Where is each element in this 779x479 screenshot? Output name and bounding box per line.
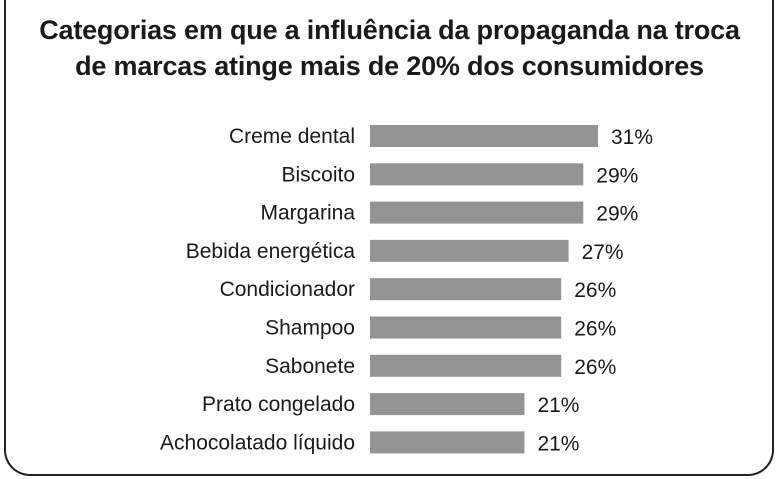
bar [370, 393, 525, 416]
category-label: Bebida energética [186, 240, 356, 263]
bar [370, 163, 584, 186]
value-label: 26% [574, 279, 616, 302]
category-label: Condicionador [220, 278, 355, 301]
value-label: 29% [596, 164, 638, 187]
chart-title: Categorias em que a influência da propag… [0, 12, 779, 84]
chart-title-line-1: Categorias em que a influência da propag… [39, 15, 740, 45]
value-label: 27% [582, 241, 624, 264]
value-label: 21% [537, 394, 579, 417]
category-label: Prato congelado [202, 393, 355, 416]
value-label: 21% [537, 432, 579, 455]
value-label: 26% [574, 318, 616, 341]
value-label: 29% [596, 203, 638, 226]
bar [370, 354, 562, 377]
chart-title-line-2: de marcas atinge mais de 20% dos consumi… [75, 51, 704, 81]
category-label: Sabonete [265, 355, 355, 378]
bar [370, 278, 562, 301]
category-label: Shampoo [265, 317, 355, 340]
category-label: Creme dental [229, 125, 355, 148]
value-label: 31% [611, 126, 653, 149]
category-label: Achocolatado líquido [160, 431, 355, 454]
category-label: Margarina [260, 202, 355, 225]
bar [370, 431, 525, 454]
bar [370, 316, 562, 339]
category-label: Biscoito [281, 163, 355, 186]
value-label: 26% [574, 356, 616, 379]
chart-frame [4, 0, 774, 476]
bar [370, 125, 598, 147]
bar [370, 201, 584, 224]
bar [370, 239, 569, 262]
